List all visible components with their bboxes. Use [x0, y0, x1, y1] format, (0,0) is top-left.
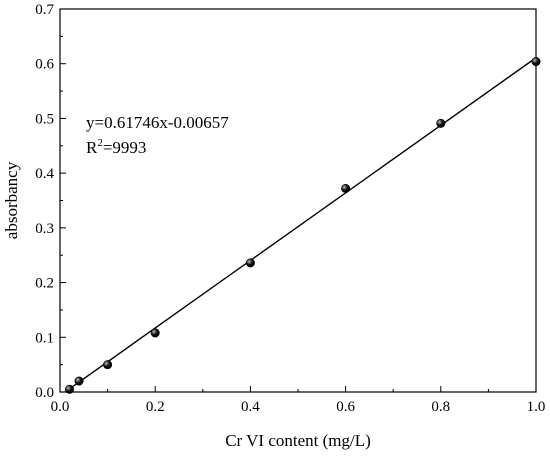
data-points: [65, 57, 541, 394]
y-tick-label: 0.1: [35, 330, 54, 346]
r-squared-label: R2=9993: [86, 137, 146, 157]
x-tick-label: 1.0: [527, 399, 546, 415]
data-point: [65, 384, 75, 394]
axis-tick-labels: 0.0 0.2 0.4 0.6 0.8 1.0 0.0 0.1 0.2 0.3 0.4 0.5 0.6 0…: [35, 2, 545, 415]
x-tick-label: 0.0: [51, 399, 70, 415]
axis-ticks: [59, 8, 537, 393]
x-tick-label: 0.8: [431, 399, 450, 415]
data-point: [436, 118, 446, 128]
x-tick-label: 0.2: [146, 399, 165, 415]
y-tick-label: 0.3: [35, 221, 54, 237]
data-point: [341, 183, 351, 193]
y-tick-label: 0.7: [35, 2, 54, 18]
y-axis-label: absorbancy: [2, 161, 21, 239]
r-squared-value: =9993: [103, 138, 147, 157]
fit-line: [64, 57, 537, 393]
data-point: [150, 328, 160, 338]
plot-border: [59, 8, 537, 393]
y-tick-label: 0.0: [35, 385, 54, 401]
fit-equation: y=0.61746x-0.00657: [86, 113, 229, 132]
y-tick-label: 0.4: [35, 166, 54, 182]
data-point: [531, 57, 541, 67]
data-point: [103, 360, 113, 370]
x-tick-label: 0.4: [241, 399, 260, 415]
data-point: [74, 376, 84, 386]
y-tick-label: 0.5: [35, 111, 54, 127]
data-point: [245, 258, 255, 268]
x-axis-label: Cr VI content (mg/L): [225, 431, 371, 450]
plot-area: [59, 8, 537, 393]
r-squared-prefix: R: [86, 138, 98, 157]
r-squared-superscript: 2: [97, 137, 103, 149]
y-tick-label: 0.6: [35, 57, 54, 73]
y-tick-label: 0.2: [35, 276, 54, 292]
x-tick-label: 0.6: [336, 399, 355, 415]
